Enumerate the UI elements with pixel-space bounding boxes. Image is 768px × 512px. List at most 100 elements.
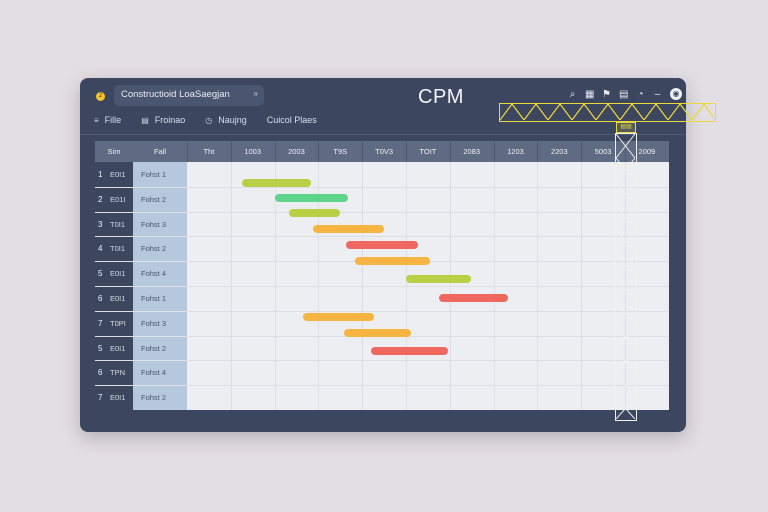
task-bar[interactable] — [303, 313, 375, 321]
task-bar[interactable] — [343, 329, 412, 337]
menu-bar: ≡ Fille ▤ Froinao ◷ Naujng Cuicol Plaes — [94, 115, 317, 125]
user-icon[interactable]: ◉ — [670, 88, 682, 100]
header-separator — [230, 141, 232, 162]
header-separator — [581, 141, 583, 162]
task-row[interactable]: 2 E01I Fohst 2 — [95, 187, 187, 212]
task-row[interactable]: 5 E0I1 Fohst 2 — [95, 336, 187, 361]
crane-cab-graphic: ▤▤ — [616, 122, 636, 133]
menu-label: Froinao — [154, 115, 186, 125]
timeline-header-cell: 2203 — [550, 147, 568, 156]
task-bar[interactable] — [242, 179, 311, 187]
task-row[interactable]: 3 T0I1 Fohst 3 — [95, 212, 187, 237]
gantt-grid: Sim Fall Tht 1003 2003 T9S T0V3 TOIT 2083 1203 2… — [95, 141, 669, 410]
task-row[interactable]: 6 E0I1 Fohst 1 — [95, 286, 187, 311]
menu-label: Fille — [104, 115, 122, 125]
grid-hline — [95, 360, 669, 362]
task-name: Fohst 4 — [141, 368, 167, 378]
task-bar[interactable] — [274, 194, 348, 202]
task-bar[interactable] — [354, 257, 431, 265]
grid-hline — [95, 310, 669, 312]
task-bar[interactable] — [370, 347, 448, 355]
task-name: Fohst 4 — [141, 269, 167, 279]
row-number: 3 — [98, 219, 103, 229]
timeline-header-cell: 2003 — [288, 147, 305, 156]
row-number: 7 — [98, 393, 103, 403]
task-name: Fohst 3 — [141, 219, 167, 229]
row-number: 6 — [98, 294, 103, 303]
menu-file[interactable]: ≡ Fille — [94, 115, 121, 125]
header-separator — [625, 141, 626, 162]
timeline-header-cell: 5003 — [594, 147, 612, 156]
header-separator — [362, 141, 364, 162]
calendar-icon[interactable]: ▦ — [585, 88, 595, 100]
grid-hline — [95, 385, 669, 387]
project-selector[interactable]: Constructioid LoaSaegjan » — [114, 85, 264, 106]
task-code: E01I — [110, 194, 126, 204]
task-name: Fohst 2 — [141, 343, 167, 353]
column-header-name[interactable]: Fall — [153, 147, 167, 156]
timeline-header-cell: 1003 — [244, 147, 262, 156]
header-separator — [318, 141, 320, 162]
bell-icon[interactable]: ◔ — [637, 88, 644, 100]
task-code: T0PI — [110, 318, 126, 328]
header-separator — [493, 141, 495, 162]
crane-tower-graphic — [615, 133, 637, 421]
app-name: CPM — [418, 86, 464, 108]
task-code: E0I1 — [110, 170, 126, 179]
project-title: Constructioid LoaSaegjan — [121, 89, 230, 100]
grid-hline — [95, 286, 669, 287]
folder-icon: ▤ — [141, 115, 149, 125]
task-code: E0I1 — [110, 269, 126, 279]
menu-icon: ≡ — [94, 115, 99, 125]
task-name: Fohst 1 — [141, 170, 167, 179]
grid-hline — [95, 186, 669, 188]
task-name: Fohst 3 — [141, 318, 167, 328]
gantt-header: Sim Fall Tht 1003 2003 T9S T0V3 TOIT 2083 1203 2… — [95, 141, 669, 162]
task-row[interactable]: 1 E0I1 Fohst 1 — [95, 162, 187, 187]
timeline-header-cell: T0V3 — [375, 147, 394, 156]
header-separator — [274, 141, 276, 162]
task-bar[interactable] — [406, 275, 471, 283]
row-number: 7 — [98, 318, 103, 328]
task-code: E0I1 — [110, 393, 126, 403]
row-number: 6 — [98, 368, 103, 378]
timeline-header-cell: T9S — [333, 147, 348, 156]
menu-divider — [80, 134, 686, 135]
task-bar[interactable] — [288, 209, 341, 217]
task-bar[interactable] — [345, 241, 418, 249]
header-separator — [406, 141, 407, 162]
header-separator — [187, 141, 188, 162]
flag-icon[interactable]: ⚑ — [602, 88, 611, 100]
minimize-icon[interactable]: – — [654, 88, 661, 100]
row-number: 5 — [98, 269, 103, 279]
grid-icon[interactable]: ▤ — [619, 88, 629, 100]
task-row[interactable]: 5 E0I1 Fohst 4 — [95, 261, 187, 286]
task-code: E0I1 — [110, 343, 126, 353]
menu-project[interactable]: ▤ Froinao — [141, 115, 185, 125]
row-number: 1 — [98, 170, 103, 179]
task-code: TPN — [110, 368, 125, 378]
menu-schedule[interactable]: ◷ Naujng — [205, 115, 247, 125]
task-row[interactable]: 7 E0I1 Fohst 2 — [95, 385, 187, 410]
task-name: Fohst 1 — [141, 294, 167, 303]
menu-critical-path[interactable]: Cuicol Plaes — [267, 115, 317, 125]
task-code: T0I1 — [110, 244, 126, 254]
task-row[interactable]: 6 TPN Fohst 4 — [95, 360, 187, 385]
column-header-id[interactable]: Sim — [107, 147, 121, 156]
task-code: T0I1 — [110, 219, 126, 229]
header-separator — [449, 141, 451, 162]
task-bar[interactable] — [313, 225, 385, 233]
header-separator — [537, 141, 539, 162]
timeline-header-cell: 2009 — [638, 147, 656, 156]
grid-hline — [95, 236, 669, 238]
timeline-header-cell: Tht — [203, 147, 215, 156]
timeline-header-cell: 2083 — [463, 147, 481, 156]
search-icon[interactable]: ⌕ — [569, 88, 576, 100]
task-row[interactable]: 7 T0PI Fohst 3 — [95, 311, 187, 336]
timeline-header-cell: 1203 — [507, 147, 524, 156]
app-badge-icon[interactable]: 2 — [96, 92, 105, 101]
task-row[interactable]: 4 T0I1 Fohst 2 — [95, 236, 187, 261]
task-name: Fohst 2 — [141, 244, 167, 254]
task-bar[interactable] — [438, 294, 509, 302]
app-window: 2 Constructioid LoaSaegjan » CPM ⌕ ▦ ⚑ ▤… — [80, 78, 716, 432]
